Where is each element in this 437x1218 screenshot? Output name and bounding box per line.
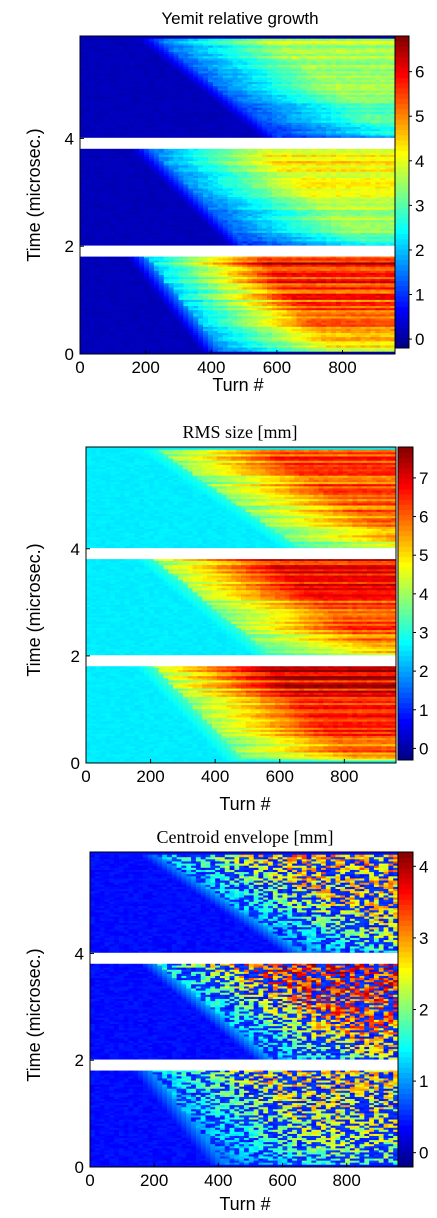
heatmap-cells — [80, 39, 395, 352]
heatmap-plot — [80, 36, 397, 354]
chart-title: Yemit relative growth — [161, 9, 318, 28]
